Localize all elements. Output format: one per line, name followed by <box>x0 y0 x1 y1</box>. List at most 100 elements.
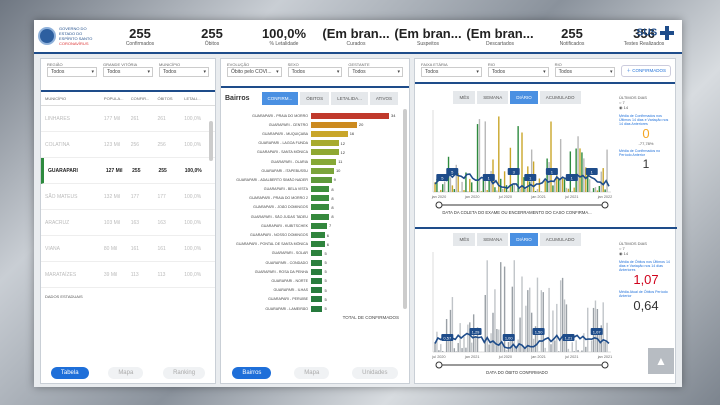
filter-dropdown[interactable]: Todos <box>421 67 482 77</box>
bar[interactable] <box>311 277 323 284</box>
bar-row[interactable]: GUARAPARI - PONTAL DE SANTA MÔNICA 6 <box>221 240 409 249</box>
table-row[interactable]: ARACRUZ 103 Mil 163 163 100,0% <box>41 210 215 236</box>
bar[interactable] <box>311 130 348 137</box>
bar-row[interactable]: GUARAPARI - ILHAS 5 <box>221 286 409 295</box>
bar[interactable] <box>311 112 389 119</box>
option-7-days-deaths[interactable]: ○ 7 <box>619 246 625 251</box>
bar[interactable] <box>311 158 337 165</box>
bar[interactable] <box>311 305 323 312</box>
bar-value: 5 <box>324 296 327 302</box>
table-scrollbar[interactable] <box>209 121 213 161</box>
filter-dropdown[interactable]: Todos <box>159 67 209 77</box>
bar[interactable] <box>311 167 334 174</box>
marker-box <box>502 334 515 341</box>
tab[interactable]: LETALIDA... <box>331 92 368 105</box>
table-row[interactable]: VIANA 80 Mil 161 161 100,0% <box>41 236 215 262</box>
bar-row[interactable]: GUARAPARI - BELA VISTA 8 <box>221 185 409 194</box>
filter-dropdown[interactable]: Todos <box>103 67 153 77</box>
filter-dropdown[interactable]: Todos <box>47 67 97 77</box>
tab[interactable]: SEMANA <box>477 91 509 104</box>
bar-row[interactable]: GUARAPARI - ITAPEBUSSU 10 <box>221 166 409 175</box>
add-filter-button[interactable]: ＋ CONFIRMADOS <box>621 65 671 77</box>
bar-scrollbar[interactable] <box>403 109 407 309</box>
bar-row[interactable]: GUARAPARI - PERUÍBE 5 <box>221 295 409 304</box>
bar[interactable] <box>311 287 323 294</box>
bar[interactable] <box>311 222 328 229</box>
bar-row[interactable]: GUARAPARI - PRAIA DO MORRO 34 <box>221 111 409 120</box>
bar-row[interactable]: GUARAPARI - ADALBERTO SIMÃO NADER 9 <box>221 175 409 184</box>
view-button-unidades[interactable]: Unidades <box>352 367 398 379</box>
bar-row[interactable]: GUARAPARI - SANTA MÔNICA 12 <box>221 148 409 157</box>
bar-row[interactable]: GUARAPARI - NOSSO DOMINGOS 6 <box>221 230 409 239</box>
bar-row[interactable]: GUARAPARI - PRAIA DO MORRO 2 8 <box>221 194 409 203</box>
bar[interactable] <box>311 195 330 202</box>
bar[interactable] <box>311 149 339 156</box>
bar[interactable] <box>311 204 330 211</box>
table-row[interactable]: LINHARES 177 Mil 261 261 100,0% <box>41 106 215 132</box>
bar[interactable] <box>311 232 325 239</box>
bar[interactable] <box>311 268 323 275</box>
bar[interactable] <box>311 176 332 183</box>
bar[interactable] <box>311 259 323 266</box>
tab[interactable]: ÓBITOS <box>300 92 330 105</box>
bar-row[interactable]: GUARAPARI - KUBITSCHEK 7 <box>221 221 409 230</box>
filter-dropdown[interactable]: Todos <box>487 67 549 77</box>
bar-label: GUARAPARI - NOSSO DOMINGOS <box>249 233 308 238</box>
bar[interactable] <box>311 250 323 257</box>
tab[interactable]: CONFIRM... <box>261 92 299 105</box>
bar[interactable] <box>311 186 330 193</box>
tab[interactable]: DIÁRIO <box>510 233 538 246</box>
tab[interactable]: MÊS <box>453 91 476 104</box>
view-button-mapa[interactable]: Mapa <box>108 367 144 379</box>
kpi-strip: 255 Confirmados 255 Óbitos 100,0%% Letalidad… <box>104 26 680 47</box>
filter-dropdown[interactable]: Todos <box>287 67 343 77</box>
bar[interactable] <box>311 241 325 248</box>
bar-row[interactable]: GUARAPARI - ROSA DA PENHA 5 <box>221 267 409 276</box>
left-view-switch: Tabela Mapa Ranking <box>41 367 215 379</box>
scroll-up-button[interactable]: ▲ <box>648 348 674 374</box>
option-7-days[interactable]: ○ 7 <box>619 100 625 105</box>
tab[interactable]: ACUMULADO <box>539 233 581 246</box>
view-button-bairros[interactable]: Bairros <box>232 367 272 379</box>
bar-row[interactable]: GUARAPARI - SÃO JUDAS TADEU 8 <box>221 212 409 221</box>
option-14-days[interactable]: ◉ 14 <box>619 105 629 110</box>
bar[interactable] <box>311 121 357 128</box>
bar-row[interactable]: GUARAPARI - LAMEIRÃO 5 <box>221 304 409 313</box>
bar-row[interactable]: GUARAPARI - SOLAR 5 <box>221 249 409 258</box>
tab[interactable]: MÊS <box>453 233 476 246</box>
table-row[interactable]: COLATINA 123 Mil 256 256 100,0% <box>41 132 215 158</box>
view-button-ranking[interactable]: Ranking <box>163 367 206 379</box>
marker-label: 1 <box>591 170 594 175</box>
tab[interactable]: DIÁRIO <box>510 91 538 104</box>
bar-row[interactable]: GUARAPARI - LAGOA FUNDA 12 <box>221 139 409 148</box>
bar-row[interactable]: GUARAPARI - OLARIA 11 <box>221 157 409 166</box>
bar-row[interactable]: GUARAPARI - CENTRO 20 <box>221 120 409 129</box>
column-header[interactable]: LETALI... <box>184 96 201 101</box>
bar-row[interactable]: GUARAPARI - JOÃO DOMINGOS 8 <box>221 203 409 212</box>
x-tick: jan 2021 <box>530 195 546 199</box>
bar-row[interactable]: GUARAPARI - NORTE 5 <box>221 276 409 285</box>
tab[interactable]: ATIVOS <box>369 92 399 105</box>
bar[interactable] <box>311 140 339 147</box>
column-header[interactable]: CONFIR... <box>130 96 150 101</box>
view-button-tabela[interactable]: Tabela <box>50 367 89 379</box>
bar-row[interactable]: GUARAPARI - CONDADO 5 <box>221 258 409 267</box>
filter: RIO Todos <box>487 62 549 77</box>
table-row[interactable]: SÃO MATEUS 132 Mil 177 177 100,0% <box>41 184 215 210</box>
tab[interactable]: SEMANA <box>477 233 509 246</box>
filter-dropdown[interactable]: Todos <box>554 67 616 77</box>
view-button-mapa[interactable]: Mapa <box>294 367 330 379</box>
column-header[interactable]: POPULA... <box>103 96 124 101</box>
filter-dropdown[interactable]: Óbito pelo COVI... <box>227 67 282 77</box>
table-row[interactable]: GUARAPARI 127 Mil 255 255 100,0% <box>41 158 215 184</box>
table-row[interactable]: MARATAÍZES 39 Mil 113 113 100,0% <box>41 262 215 288</box>
bar-row[interactable]: GUARAPARI - MUQUIÇABA 16 <box>221 129 409 138</box>
bar-label: GUARAPARI - BELA VISTA <box>263 187 308 192</box>
option-14-days-deaths[interactable]: ◉ 14 <box>619 251 629 256</box>
column-header[interactable]: ÓBITOS <box>157 96 173 101</box>
bar[interactable] <box>311 296 323 303</box>
column-header[interactable]: MUNICÍPIO <box>45 96 67 101</box>
tab[interactable]: ACUMULADO <box>539 91 581 104</box>
bar[interactable] <box>311 213 330 220</box>
filter-dropdown[interactable]: Todos <box>348 67 404 77</box>
